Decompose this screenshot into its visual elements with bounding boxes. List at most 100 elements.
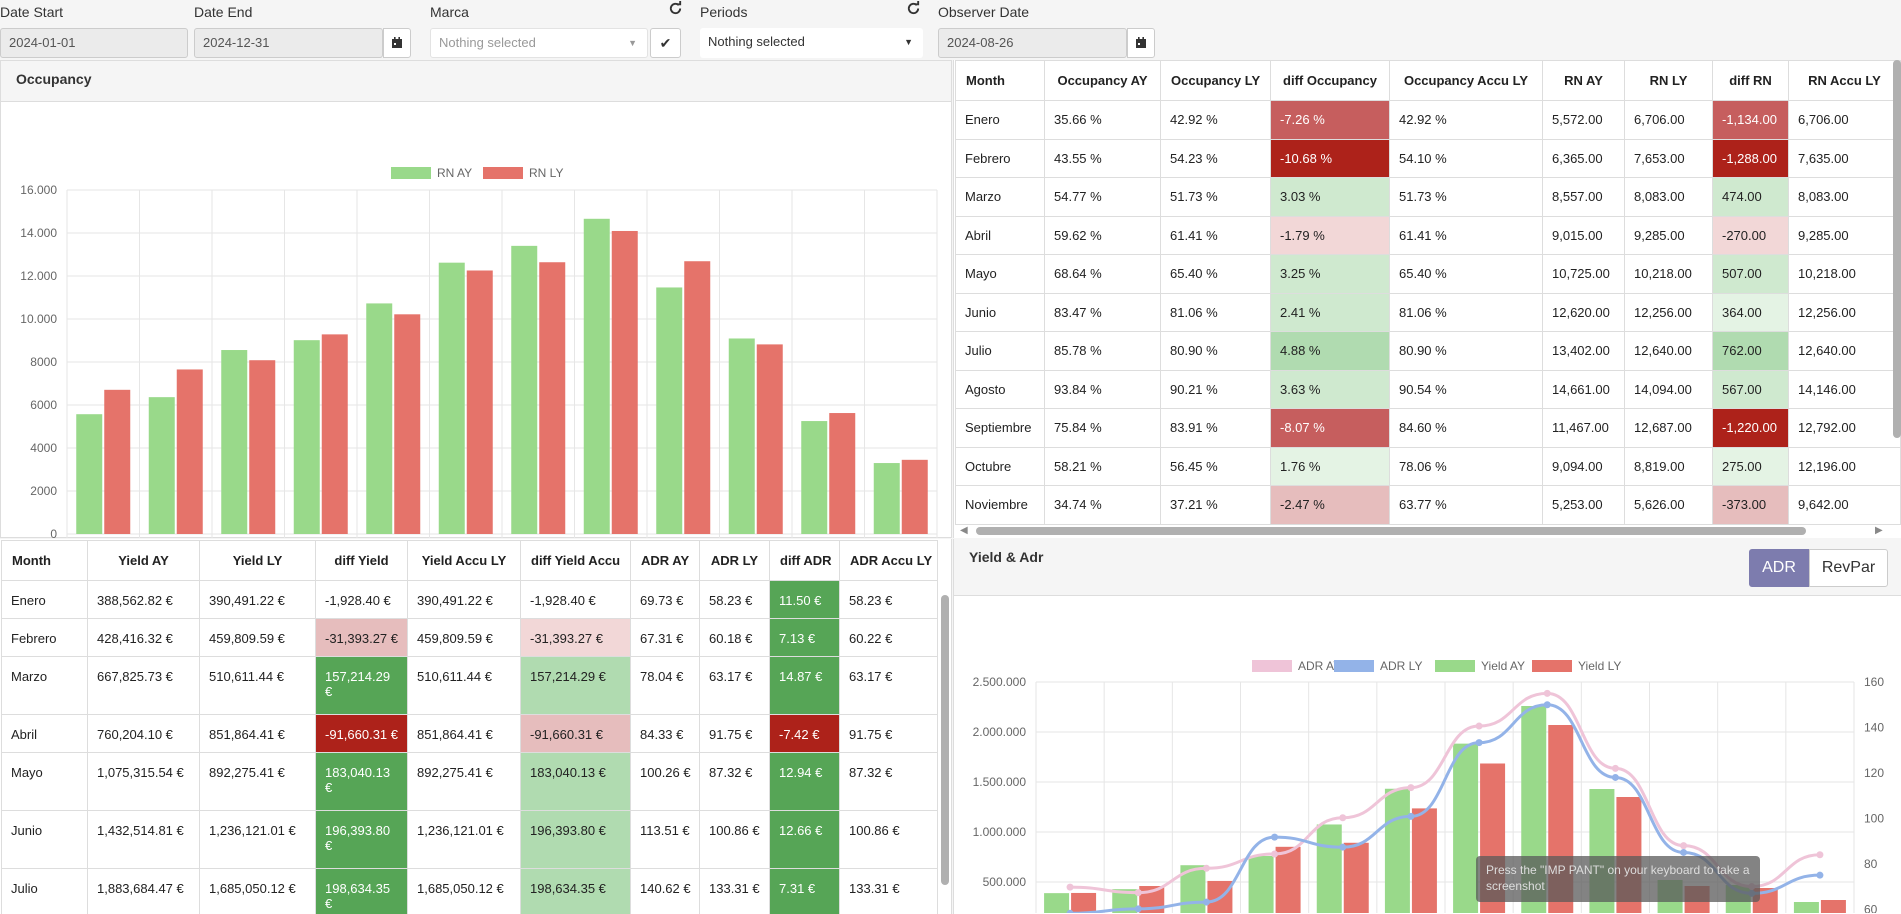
vertical-scrollbar[interactable]	[941, 595, 949, 885]
table-row[interactable]: Enero 388,562.82 €390,491.22 € -1,928.40 €…	[1, 580, 938, 619]
yield-col-header[interactable]: Yield Accu LY	[407, 540, 521, 581]
marca-refresh-icon[interactable]	[668, 1, 683, 20]
table-cell: 140.62 €	[630, 868, 700, 914]
yield-col-header[interactable]: Month	[1, 540, 88, 581]
occ-col-header[interactable]: RN AY	[1542, 60, 1625, 101]
bar-rn-ly	[684, 261, 711, 534]
bar-rn-ly	[249, 360, 276, 534]
table-cell: 61.41 %	[1389, 215, 1543, 255]
yield-col-header[interactable]: ADR Accu LY	[839, 540, 938, 581]
table-cell: 83.47 %	[1044, 292, 1161, 332]
table-cell: 14.87 €	[769, 656, 840, 715]
adr-ay-point	[1475, 722, 1483, 730]
yield-col-header[interactable]: ADR LY	[699, 540, 770, 581]
bar-rn-ly	[321, 334, 348, 534]
occ-col-header[interactable]: RN LY	[1624, 60, 1713, 101]
revpar-toggle-button[interactable]: RevPar	[1809, 549, 1888, 587]
adr-ly-point	[1134, 905, 1142, 913]
chevron-down-icon: ▼	[904, 37, 913, 47]
month-cell: Enero	[955, 100, 1045, 140]
adr-ay-point	[1134, 889, 1142, 897]
periods-select-value: Nothing selected	[708, 34, 805, 49]
marca-select[interactable]: Nothing selected ▼	[430, 28, 648, 58]
table-cell: 3.03 %	[1270, 177, 1390, 217]
occ-col-header[interactable]: diff Occupancy	[1270, 60, 1390, 101]
table-cell: 113.51 €	[630, 810, 700, 869]
adr-toggle-button[interactable]: ADR	[1749, 549, 1809, 587]
bar-yield-ay	[1044, 893, 1070, 913]
table-cell: 68.64 %	[1044, 254, 1161, 294]
yield-col-header[interactable]: Yield AY	[87, 540, 200, 581]
scroll-right-icon[interactable]: ▶	[1875, 525, 1883, 536]
table-cell: 63.17 €	[699, 656, 770, 715]
table-row[interactable]: Mayo 68.64 % 65.40 % 3.25 % 65.40 % 10,725.00…	[955, 254, 1901, 294]
table-cell: -8.07 %	[1270, 408, 1390, 448]
table-row[interactable]: Junio 83.47 % 81.06 % 2.41 % 81.06 % 12,620.0…	[955, 292, 1901, 332]
periods-label: Periods	[700, 4, 748, 20]
vertical-scrollbar[interactable]	[1893, 60, 1901, 438]
bar-rn-ly	[176, 369, 203, 534]
table-cell: 12,792.00	[1788, 408, 1901, 448]
date-end-input[interactable]: 2024-12-31	[194, 28, 383, 58]
table-row[interactable]: Marzo 54.77 % 51.73 % 3.03 % 51.73 % 8,557.00…	[955, 177, 1901, 217]
table-cell: 12,640.00	[1624, 331, 1713, 371]
occ-col-header[interactable]: Occupancy LY	[1160, 60, 1271, 101]
table-row[interactable]: Enero 35.66 % 42.92 % -7.26 % 42.92 % 5,572.0…	[955, 100, 1901, 140]
yield-col-header[interactable]: Yield LY	[199, 540, 316, 581]
table-row[interactable]: Junio 1,432,514.81 €1,236,121.01 €196,393…	[1, 810, 938, 869]
table-cell: -2.47 %	[1270, 485, 1390, 525]
bar-rn-ay	[366, 303, 393, 534]
table-cell: 133.31 €	[699, 868, 770, 914]
calendar-icon[interactable]	[383, 28, 411, 58]
adr-ly-point	[1339, 843, 1347, 851]
yield-col-header[interactable]: diff Yield Accu	[520, 540, 631, 581]
table-cell: 12,640.00	[1788, 331, 1901, 371]
occ-col-header[interactable]: Occupancy Accu LY	[1389, 60, 1543, 101]
occ-col-header[interactable]: diff RN	[1712, 60, 1789, 101]
y-tick-label-right: 100	[1864, 811, 1884, 825]
check-button[interactable]: ✔	[650, 28, 681, 58]
month-cell: Noviembre	[955, 485, 1045, 525]
observer-date-input[interactable]: 2024-08-26	[938, 28, 1127, 58]
bar-rn-ly	[611, 230, 638, 534]
scroll-left-icon[interactable]: ◀	[960, 525, 968, 536]
table-cell: 892,275.41 €	[199, 752, 316, 811]
table-row[interactable]: Noviembre 34.74 % 37.21 % -2.47 % 63.77 % 5,2…	[955, 485, 1901, 525]
table-row[interactable]: Agosto 93.84 % 90.21 % 3.63 % 90.54 % 14,661.…	[955, 369, 1901, 409]
table-row[interactable]: Abril 59.62 % 61.41 % -1.79 % 61.41 % 9,015.0…	[955, 215, 1901, 255]
table-cell: 10,725.00	[1542, 254, 1625, 294]
table-cell: 8,083.00	[1788, 177, 1901, 217]
month-cell: Febrero	[955, 138, 1045, 178]
bar-rn-ay	[148, 397, 175, 534]
yield-col-header[interactable]: diff Yield	[315, 540, 408, 581]
table-row[interactable]: Septiembre 75.84 % 83.91 % -8.07 % 84.60 % 11…	[955, 408, 1901, 448]
table-row[interactable]: Octubre 58.21 % 56.45 % 1.76 % 78.06 % 9,094.…	[955, 446, 1901, 486]
table-row[interactable]: Julio 1,883,684.47 €1,685,050.12 €198,634…	[1, 868, 938, 914]
table-row[interactable]: Febrero 43.55 % 54.23 % -10.68 % 54.10 % 6,36…	[955, 138, 1901, 178]
bar-yield-ay	[1793, 902, 1819, 913]
horizontal-scrollbar[interactable]	[976, 527, 1806, 535]
yield-table-panel: Month Yield AY Yield LY diff Yield Yield Acc…	[0, 539, 952, 914]
calendar-icon[interactable]	[1127, 28, 1155, 58]
periods-select[interactable]: Nothing selected ▼	[700, 28, 923, 58]
date-start-input[interactable]: 2024-01-01	[0, 28, 188, 58]
bar-yield-ly	[1343, 842, 1369, 913]
occ-col-header[interactable]: Month	[955, 60, 1045, 101]
bar-rn-ay	[293, 340, 320, 534]
table-cell: 7,635.00	[1788, 138, 1901, 178]
yield-col-header[interactable]: ADR AY	[630, 540, 700, 581]
month-cell: Abril	[1, 714, 88, 753]
table-row[interactable]: Marzo 667,825.73 €510,611.44 €157,214.29 …	[1, 656, 938, 715]
periods-refresh-icon[interactable]	[906, 1, 921, 20]
occ-col-header[interactable]: Occupancy AY	[1044, 60, 1161, 101]
table-row[interactable]: Julio 85.78 % 80.90 % 4.88 % 80.90 % 13,402.0…	[955, 331, 1901, 371]
table-row[interactable]: Abril 760,204.10 €851,864.41 € -91,660.31 …	[1, 714, 938, 753]
table-cell: 12,687.00	[1624, 408, 1713, 448]
occ-col-header[interactable]: RN Accu LY	[1788, 60, 1901, 101]
month-cell: Septiembre	[955, 408, 1045, 448]
yield-col-header[interactable]: diff ADR	[769, 540, 840, 581]
month-cell: Mayo	[1, 752, 88, 811]
table-row[interactable]: Mayo 1,075,315.54 €892,275.41 €183,040.13…	[1, 752, 938, 811]
table-cell: 90.21 %	[1160, 369, 1271, 409]
table-row[interactable]: Febrero 428,416.32 €459,809.59 € -31,393.2…	[1, 618, 938, 657]
